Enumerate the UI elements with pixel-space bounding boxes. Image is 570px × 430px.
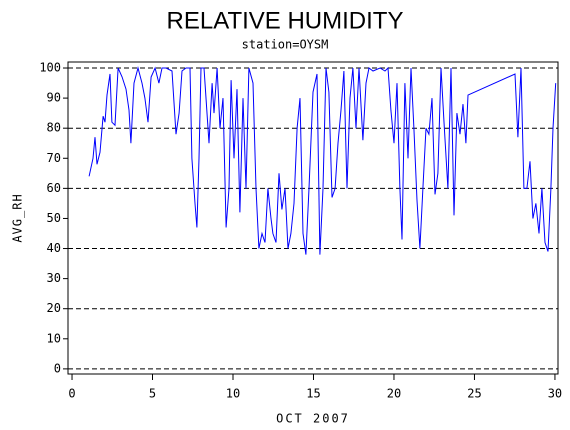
y-tick-label: 30 [47, 271, 61, 285]
y-tick-label: 40 [47, 241, 61, 255]
plot-frame [67, 61, 559, 375]
y-tick-label: 50 [47, 211, 61, 225]
y-tick-label: 70 [47, 151, 61, 165]
y-axis-label: AVG_RH [11, 193, 25, 242]
x-tick-label: 30 [548, 387, 562, 401]
chart-title: RELATIVE HUMIDITY [167, 7, 404, 34]
y-tick-label: 0 [54, 361, 61, 375]
x-axis-label: OCT 2007 [276, 412, 350, 426]
x-tick-label: 0 [68, 387, 75, 401]
x-tick-label: 20 [387, 387, 401, 401]
x-tick-label: 25 [467, 387, 481, 401]
data-line [88, 66, 557, 255]
y-tick-label: 90 [47, 91, 61, 105]
y-tick-label: 60 [47, 181, 61, 195]
y-tick-label: 10 [47, 331, 61, 345]
x-tick-label: 15 [306, 387, 320, 401]
y-tick-label: 20 [47, 301, 61, 315]
x-tick-label: 10 [226, 387, 240, 401]
x-tick-label: 5 [149, 387, 156, 401]
y-tick-label: 100 [39, 61, 61, 75]
y-tick-label: 80 [47, 121, 61, 135]
chart-subtitle: station=OYSM [242, 38, 329, 52]
